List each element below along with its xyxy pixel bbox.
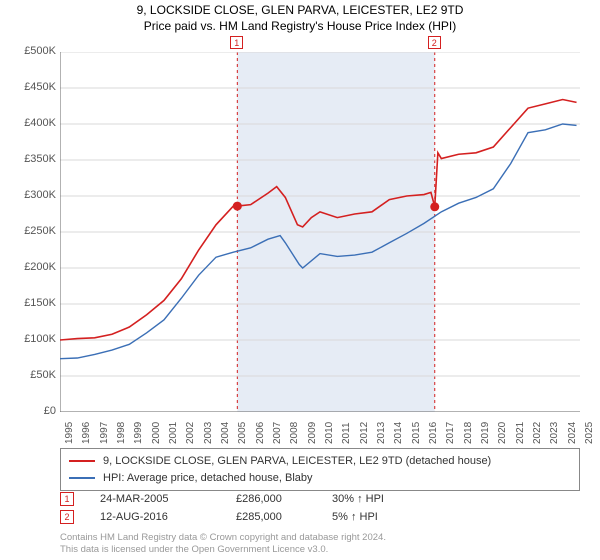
x-tick-label: 1998 <box>116 422 127 444</box>
x-tick-label: 2019 <box>480 422 491 444</box>
x-tick-label: 2010 <box>324 422 335 444</box>
footer: Contains HM Land Registry data © Crown c… <box>60 532 386 556</box>
sale-date: 12-AUG-2016 <box>100 511 210 523</box>
x-tick-label: 2004 <box>220 422 231 444</box>
y-tick-label: £150K <box>4 297 56 309</box>
x-tick-label: 2020 <box>497 422 508 444</box>
sale-marker-num: 1 <box>64 494 69 504</box>
y-tick-label: £350K <box>4 153 56 165</box>
root: 9, LOCKSIDE CLOSE, GLEN PARVA, LEICESTER… <box>0 0 600 560</box>
x-tick-label: 2011 <box>341 422 352 444</box>
x-tick-label: 2009 <box>307 422 318 444</box>
x-tick-label: 2000 <box>151 422 162 444</box>
legend-swatch <box>69 460 95 462</box>
footer-line1: Contains HM Land Registry data © Crown c… <box>60 532 386 544</box>
x-tick-label: 2022 <box>532 422 543 444</box>
legend-label: HPI: Average price, detached house, Blab… <box>103 470 313 487</box>
sale-marker-icon: 1 <box>60 492 74 506</box>
sale-marker-icon: 2 <box>60 510 74 524</box>
title-line1: 9, LOCKSIDE CLOSE, GLEN PARVA, LEICESTER… <box>0 2 600 18</box>
sales-table: 1 24-MAR-2005 £286,000 30% ↑ HPI 2 12-AU… <box>60 492 412 528</box>
sale-price: £286,000 <box>236 493 306 505</box>
legend: 9, LOCKSIDE CLOSE, GLEN PARVA, LEICESTER… <box>60 448 580 491</box>
y-tick-label: £200K <box>4 261 56 273</box>
x-tick-label: 1996 <box>81 422 92 444</box>
x-tick-label: 2012 <box>359 422 370 444</box>
y-tick-label: £450K <box>4 81 56 93</box>
y-tick-label: £50K <box>4 369 56 381</box>
chart-sale-marker: 2 <box>428 36 441 49</box>
x-tick-label: 2018 <box>463 422 474 444</box>
legend-swatch <box>69 477 95 479</box>
x-tick-label: 1995 <box>64 422 75 444</box>
x-tick-label: 2015 <box>411 422 422 444</box>
footer-line2: This data is licensed under the Open Gov… <box>60 544 386 556</box>
x-tick-label: 2002 <box>185 422 196 444</box>
chart-svg <box>60 52 580 412</box>
x-tick-label: 2021 <box>515 422 526 444</box>
y-tick-label: £100K <box>4 333 56 345</box>
x-tick-label: 2024 <box>567 422 578 444</box>
y-tick-label: £300K <box>4 189 56 201</box>
sale-row: 2 12-AUG-2016 £285,000 5% ↑ HPI <box>60 510 412 524</box>
x-tick-label: 2005 <box>237 422 248 444</box>
chart-sale-marker: 1 <box>230 36 243 49</box>
title-line2: Price paid vs. HM Land Registry's House … <box>0 18 600 34</box>
sale-row: 1 24-MAR-2005 £286,000 30% ↑ HPI <box>60 492 412 506</box>
sale-price: £285,000 <box>236 511 306 523</box>
x-tick-label: 2008 <box>289 422 300 444</box>
x-tick-label: 2013 <box>376 422 387 444</box>
x-tick-label: 2023 <box>549 422 560 444</box>
legend-label: 9, LOCKSIDE CLOSE, GLEN PARVA, LEICESTER… <box>103 453 491 470</box>
sale-date: 24-MAR-2005 <box>100 493 210 505</box>
x-tick-label: 2017 <box>445 422 456 444</box>
y-tick-label: £500K <box>4 45 56 57</box>
x-tick-label: 1997 <box>99 422 110 444</box>
x-tick-label: 2016 <box>428 422 439 444</box>
y-tick-label: £250K <box>4 225 56 237</box>
chart-area <box>60 52 580 412</box>
chart-title: 9, LOCKSIDE CLOSE, GLEN PARVA, LEICESTER… <box>0 0 600 34</box>
y-tick-label: £400K <box>4 117 56 129</box>
legend-row: 9, LOCKSIDE CLOSE, GLEN PARVA, LEICESTER… <box>69 453 571 470</box>
x-tick-label: 2025 <box>584 422 595 444</box>
x-tick-label: 2014 <box>393 422 404 444</box>
sale-delta: 30% ↑ HPI <box>332 493 412 505</box>
legend-row: HPI: Average price, detached house, Blab… <box>69 470 571 487</box>
x-tick-label: 2003 <box>203 422 214 444</box>
y-tick-label: £0 <box>4 405 56 417</box>
x-tick-label: 1999 <box>133 422 144 444</box>
x-tick-label: 2006 <box>255 422 266 444</box>
x-tick-label: 2001 <box>168 422 179 444</box>
sale-delta: 5% ↑ HPI <box>332 511 412 523</box>
x-tick-label: 2007 <box>272 422 283 444</box>
sale-marker-num: 2 <box>64 512 69 522</box>
